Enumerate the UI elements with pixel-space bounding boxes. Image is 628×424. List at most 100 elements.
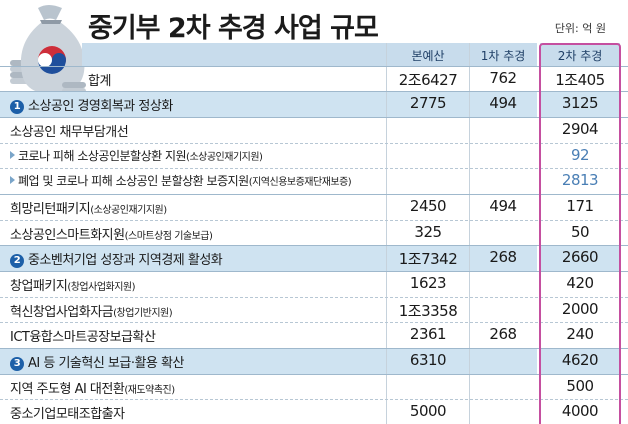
- row-label-text: ICT융합스마트공장보급확산: [10, 330, 156, 345]
- row-label: 지역 주도형 AI 대전환(재도약촉진): [10, 378, 175, 397]
- header-base-budget: 본예산: [411, 49, 445, 63]
- header-first-supplementary: 1차 추경: [480, 49, 526, 63]
- row-label-text: 소상공인 채무부담개선: [10, 125, 129, 140]
- section-number-badge: 1: [10, 100, 24, 114]
- row-divider: [0, 194, 628, 195]
- first-supplementary-value: 268: [489, 248, 517, 266]
- base-budget-value: 6310: [409, 351, 447, 369]
- row-divider: [0, 374, 628, 375]
- second-supplementary-value: 3125: [561, 94, 599, 112]
- row-label: 소상공인스마트화지원(스마트상점 기술보급): [10, 224, 213, 243]
- row-label: 소상공인 채무부담개선: [10, 121, 129, 140]
- row-label: ICT융합스마트공장보급확산: [10, 326, 156, 345]
- section-bg-3-col3: [540, 348, 620, 374]
- triangle-bullet-icon: [10, 176, 15, 184]
- section-bg-1-col3: [540, 91, 620, 117]
- first-supplementary-value: 494: [489, 94, 517, 112]
- unit-label: 단위: 억 원: [554, 22, 606, 35]
- second-supplementary-value: 50: [570, 223, 590, 241]
- first-supplementary-value: 268: [489, 325, 517, 343]
- row-label-program: (지역신용보증재단재보증): [248, 177, 352, 188]
- second-supplementary-value: 2660: [561, 248, 599, 266]
- row-label-text: 폐업 및 코로나 피해 소상공인 분할상환 보증지원: [18, 174, 249, 188]
- row-label: 혁신창업사업화자금(창업기반지원): [10, 301, 173, 320]
- base-budget-value: 2775: [409, 94, 447, 112]
- table-row: 혁신창업사업화자금(창업기반지원) 1조3358 2000: [0, 297, 628, 322]
- table-row: 지역 주도형 AI 대전환(재도약촉진) 500: [0, 374, 628, 399]
- table-row: 1 소상공인 경영회복과 정상화 2775 494 3125: [0, 91, 628, 116]
- row-label: 폐업 및 코로나 피해 소상공인 분할상환 보증지원(지역신용보증재단재보증): [10, 172, 352, 189]
- column-divider: [386, 43, 387, 424]
- table-row: 창업패키지(창업사업화지원) 1623 420: [0, 271, 628, 296]
- row-divider: [0, 399, 628, 400]
- second-supplementary-value: 92: [570, 146, 590, 164]
- second-supplementary-value: 2000: [561, 300, 599, 318]
- second-supplementary-value: 2813: [561, 171, 599, 189]
- page-title: 중기부 2차 추경 사업 규모: [88, 13, 379, 44]
- row-label: 코로나 피해 소상공인분할상환 지원(소상공인재기지원): [10, 147, 263, 164]
- row-divider: [0, 143, 628, 144]
- row-label-text: 소상공인스마트화지원: [10, 228, 125, 243]
- row-label-program: (소상공인재기지원): [186, 152, 263, 163]
- row-divider: [0, 117, 628, 118]
- row-label-program: (스마트상점 기술보급): [124, 231, 213, 242]
- table-row: 희망리턴패키지(소상공인재기지원) 2450 494 171: [0, 194, 628, 219]
- table-row: 3 AI 등 기술혁신 보급·활용 확산 6310 4620: [0, 348, 628, 373]
- base-budget-value: 5000: [409, 402, 447, 420]
- second-supplementary-highlight: [539, 43, 621, 424]
- section-bg-3: [0, 348, 537, 374]
- section-number-badge: 2: [10, 254, 24, 268]
- row-label: 1 소상공인 경영회복과 정상화: [10, 95, 173, 114]
- first-supplementary-value: 762: [489, 69, 517, 87]
- row-label-program: (재도약촉진): [124, 385, 175, 396]
- triangle-bullet-icon: [10, 151, 15, 159]
- row-divider: [0, 245, 628, 246]
- table-row: 소상공인스마트화지원(스마트상점 기술보급) 325 50: [0, 220, 628, 245]
- row-label-text: 중소벤처기업 성장과 지역경제 활성화: [28, 253, 223, 268]
- row-label: 3 AI 등 기술혁신 보급·활용 확산: [10, 352, 184, 371]
- section-bg-2-col3: [540, 245, 620, 271]
- money-bag-icon: [10, 5, 86, 94]
- second-supplementary-value: 4620: [561, 351, 599, 369]
- row-label-text: 합계: [88, 74, 111, 89]
- row-label-text: AI 등 기술혁신 보급·활용 확산: [28, 356, 184, 371]
- base-budget-value: 2조6427: [398, 71, 458, 89]
- row-label: 창업패키지(창업사업화지원): [10, 275, 136, 294]
- row-label-text: 소상공인 경영회복과 정상화: [28, 99, 173, 114]
- row-label-program: (창업기반지원): [113, 308, 173, 319]
- base-budget-value: 1623: [409, 274, 447, 292]
- row-label-text: 중소기업모태조합출자: [10, 407, 125, 422]
- header-second-supplementary: 2차 추경: [557, 49, 603, 63]
- base-budget-value: 2450: [409, 197, 447, 215]
- row-label: 희망리턴패키지(소상공인재기지원): [10, 198, 167, 217]
- row-label: 중소기업모태조합출자: [10, 403, 125, 422]
- header-background: [82, 43, 537, 66]
- table-row: 합계 2조6427 762 1조405: [0, 66, 628, 91]
- row-label-text: 희망리턴패키지: [10, 202, 91, 217]
- row-divider: [0, 322, 628, 323]
- row-divider: [0, 348, 628, 349]
- second-supplementary-value: 4000: [561, 402, 599, 420]
- second-supplementary-value: 1조405: [555, 71, 605, 89]
- row-divider: [0, 168, 628, 169]
- base-budget-value: 1조3358: [398, 302, 458, 320]
- header-background-col3: [540, 43, 620, 66]
- base-budget-value: 1조7342: [398, 250, 458, 268]
- table-row: 폐업 및 코로나 피해 소상공인 분할상환 보증지원(지역신용보증재단재보증) 2…: [0, 168, 628, 193]
- table-row: 중소기업모태조합출자 5000 4000: [0, 399, 628, 424]
- base-budget-value: 325: [414, 223, 442, 241]
- table-row: 코로나 피해 소상공인분할상환 지원(소상공인재기지원) 92: [0, 143, 628, 168]
- row-label-text: 창업패키지: [10, 279, 68, 294]
- row-label-text: 코로나 피해 소상공인분할상환 지원: [18, 149, 187, 163]
- row-label-program: (소상공인재기지원): [90, 205, 167, 216]
- second-supplementary-value: 240: [566, 325, 594, 343]
- table-row: 2 중소벤처기업 성장과 지역경제 활성화 1조7342 268 2660: [0, 245, 628, 270]
- second-supplementary-value: 420: [566, 274, 594, 292]
- row-label: 합계: [88, 70, 111, 89]
- section-bg-2: [0, 245, 537, 271]
- base-budget-value: 2361: [409, 325, 447, 343]
- section-bg-1: [0, 91, 537, 117]
- row-divider: [0, 297, 628, 298]
- first-supplementary-value: 494: [489, 197, 517, 215]
- second-supplementary-value: 2904: [561, 120, 599, 138]
